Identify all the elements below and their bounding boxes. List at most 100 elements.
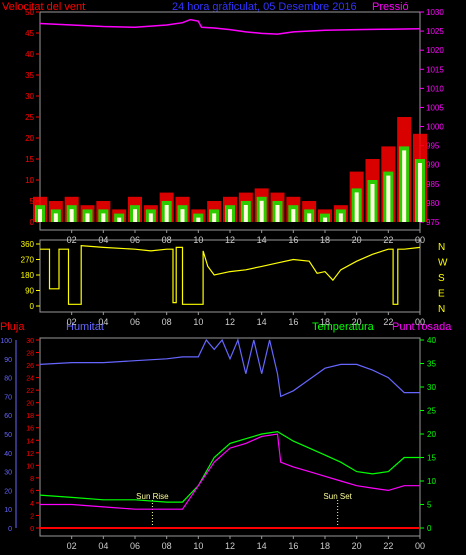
direction-time-tick-label: 12 bbox=[225, 317, 235, 327]
wind-avg-bar bbox=[370, 184, 375, 222]
direction-time-tick-label: 18 bbox=[320, 317, 330, 327]
direction-axis-label: 270 bbox=[21, 256, 35, 265]
rain-axis-label: 10 bbox=[26, 463, 34, 470]
pressure-axis-label: 1025 bbox=[426, 27, 444, 36]
sun-rise-label: Sun Rise bbox=[136, 492, 169, 501]
rain-axis-label: 24 bbox=[26, 376, 34, 383]
direction-time-tick-label: 06 bbox=[130, 317, 140, 327]
humidity-title: Humitat bbox=[66, 321, 104, 333]
wind-axis-label: 20 bbox=[25, 134, 34, 143]
wind-avg-bar bbox=[323, 217, 327, 222]
pressure-title: Pressió bbox=[372, 1, 409, 13]
humidity-axis-label: 70 bbox=[4, 394, 12, 401]
wind-avg-bar bbox=[354, 192, 359, 222]
rain-axis-label: 18 bbox=[26, 413, 34, 420]
rain-axis-label: 4 bbox=[30, 501, 34, 508]
direction-time-tick-label: 22 bbox=[383, 317, 393, 327]
wind-avg-bar bbox=[418, 163, 422, 222]
wind-time-tick-label: 20 bbox=[352, 235, 362, 245]
thermo-time-tick-label: 00 bbox=[415, 541, 425, 551]
rain-axis-label: 16 bbox=[26, 426, 34, 433]
wind-avg-bar bbox=[338, 213, 343, 222]
temp-axis-label: 20 bbox=[427, 430, 436, 439]
graph-title: 24 hora gràficulat, 05 Desembre 2016 bbox=[172, 1, 357, 13]
wind-avg-bar bbox=[180, 209, 185, 222]
wind-axis-label: 5 bbox=[30, 197, 35, 206]
temp-axis-label: 15 bbox=[427, 454, 436, 463]
wind-time-tick-label: 22 bbox=[383, 235, 393, 245]
humidity-axis-label: 30 bbox=[4, 470, 12, 477]
thermo-time-tick-label: 04 bbox=[98, 541, 108, 551]
humidity-axis-label: 0 bbox=[8, 526, 12, 533]
sun-set-label: Sun Set bbox=[323, 492, 352, 501]
thermo-time-tick-label: 20 bbox=[352, 541, 362, 551]
wind-avg-bar bbox=[386, 175, 391, 222]
compass-label: E bbox=[438, 289, 445, 300]
temp-axis-label: 10 bbox=[427, 477, 436, 486]
direction-axis-label: 180 bbox=[21, 271, 35, 280]
dewpoint-title: Punt rosada bbox=[392, 321, 452, 333]
thermo-time-tick-label: 14 bbox=[257, 541, 267, 551]
direction-time-tick-label: 04 bbox=[98, 317, 108, 327]
rain-axis-label: 8 bbox=[30, 476, 34, 483]
wind-axis-label: 35 bbox=[25, 71, 34, 80]
humidity-axis-label: 90 bbox=[4, 357, 12, 364]
direction-frame bbox=[39, 239, 421, 313]
humidity-axis-label: 50 bbox=[4, 432, 12, 439]
compass-label: N bbox=[438, 304, 445, 315]
wind-avg-bar bbox=[117, 217, 122, 222]
direction-axis-label: 360 bbox=[21, 240, 35, 249]
wind-axis-label: 50 bbox=[25, 8, 34, 17]
rain-axis-label: 26 bbox=[26, 363, 34, 370]
thermo-time-tick-label: 12 bbox=[225, 541, 235, 551]
wind-avg-bar bbox=[38, 209, 42, 222]
rain-axis-label: 20 bbox=[26, 401, 34, 408]
humidity-axis-label: 40 bbox=[4, 451, 12, 458]
thermo-time-tick-label: 08 bbox=[162, 541, 172, 551]
wind-time-tick-label: 10 bbox=[193, 235, 203, 245]
humidity-axis-label: 10 bbox=[4, 507, 12, 514]
wind-axis-label: 10 bbox=[25, 176, 34, 185]
rain-axis-label: 2 bbox=[30, 513, 34, 520]
direction-time-tick-label: 00 bbox=[415, 317, 425, 327]
thermo-time-tick-label: 06 bbox=[130, 541, 140, 551]
wind-axis-label: 15 bbox=[25, 155, 34, 164]
pressure-axis-label: 980 bbox=[426, 199, 440, 208]
humidity-axis-label: 80 bbox=[4, 376, 12, 383]
pressure-axis-label: 1015 bbox=[426, 65, 444, 74]
thermo-time-tick-label: 22 bbox=[383, 541, 393, 551]
direction-axis-label: 90 bbox=[25, 287, 34, 296]
direction-axis-label: 0 bbox=[30, 302, 35, 311]
pressure-axis-label: 1005 bbox=[426, 103, 444, 112]
direction-time-tick-label: 02 bbox=[67, 317, 77, 327]
wind-avg-bar bbox=[402, 150, 407, 222]
rain-axis-label: 22 bbox=[26, 388, 34, 395]
temp-axis-label: 40 bbox=[427, 336, 436, 345]
wind-time-tick-label: 00 bbox=[415, 235, 425, 245]
direction-time-tick-label: 08 bbox=[162, 317, 172, 327]
wind-avg-bar bbox=[164, 205, 169, 222]
wind-speed-title: Velocitat del vent bbox=[2, 1, 85, 13]
thermo-time-tick-label: 16 bbox=[288, 541, 298, 551]
wind-avg-bar bbox=[275, 205, 280, 222]
compass-label: W bbox=[438, 258, 448, 269]
wind-avg-bar bbox=[148, 213, 153, 222]
wind-avg-bar bbox=[228, 209, 232, 222]
temp-axis-label: 30 bbox=[427, 383, 436, 392]
wind-time-tick-label: 08 bbox=[162, 235, 172, 245]
wind-axis-label: 0 bbox=[30, 218, 35, 227]
wind-axis-label: 40 bbox=[25, 50, 34, 59]
direction-time-tick-label: 10 bbox=[193, 317, 203, 327]
pressure-axis-label: 1030 bbox=[426, 8, 444, 17]
compass-label: S bbox=[438, 273, 445, 284]
pressure-axis-label: 1020 bbox=[426, 46, 444, 55]
pressure-axis-label: 995 bbox=[426, 142, 440, 151]
rain-axis-label: 12 bbox=[26, 451, 34, 458]
temp-axis-label: 35 bbox=[427, 360, 436, 369]
rain-axis-label: 28 bbox=[26, 351, 34, 358]
pressure-axis-label: 1000 bbox=[426, 123, 444, 132]
wind-avg-bar bbox=[53, 213, 58, 222]
wind-avg-bar bbox=[212, 213, 217, 222]
compass-label: N bbox=[438, 242, 445, 253]
